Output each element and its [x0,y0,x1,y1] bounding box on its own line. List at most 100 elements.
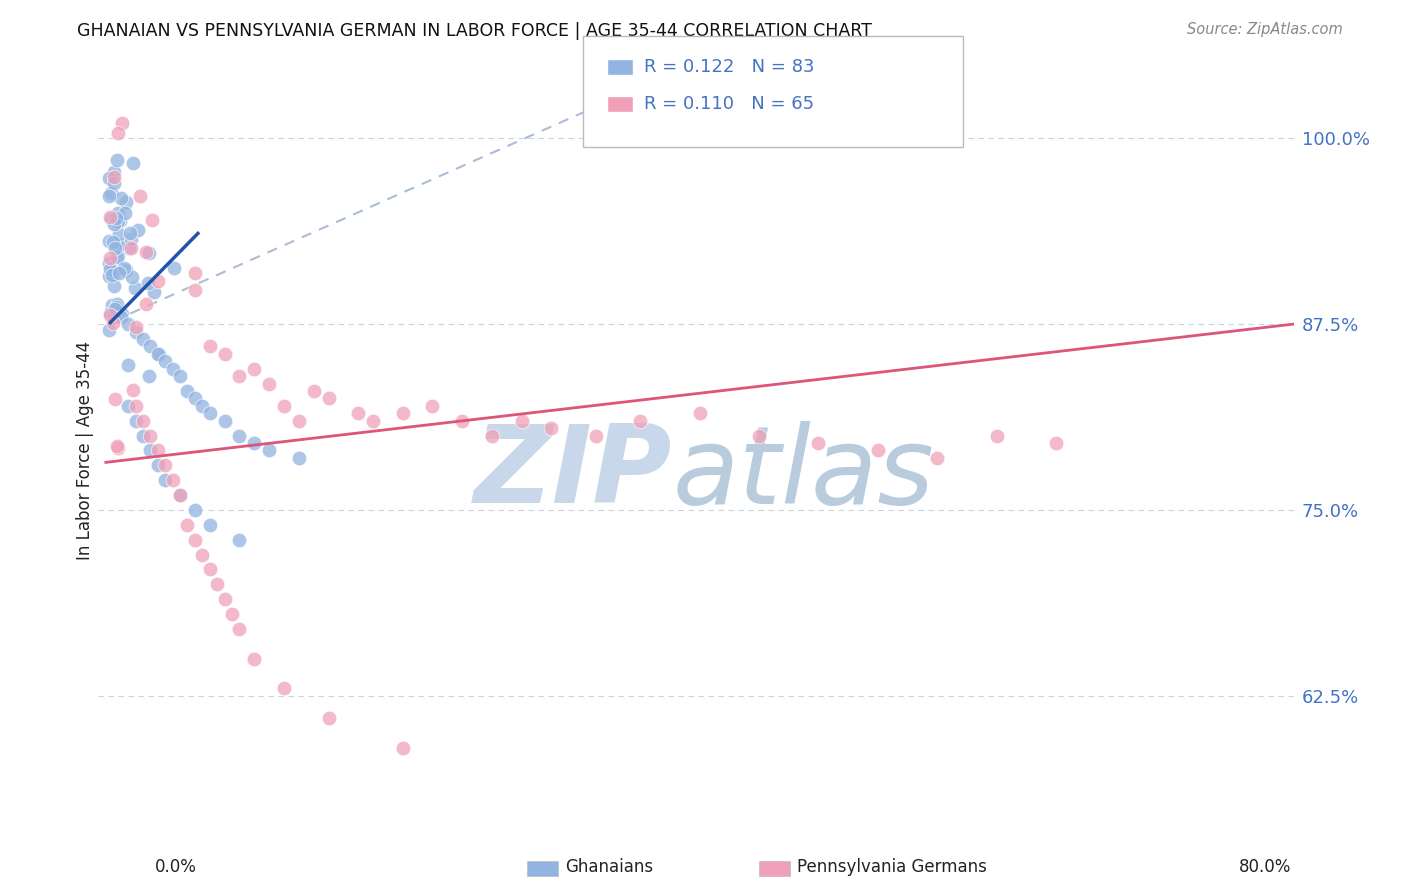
Point [100,186,122,200]
Text: GHANAIAN VS PENNSYLVANIA GERMAN IN LABOR FORCE | AGE 35-44 CORRELATION CHART: GHANAIAN VS PENNSYLVANIA GERMAN IN LABOR… [77,22,872,40]
Point [107,441,129,455]
Point [101,317,124,331]
Point [257,376,280,391]
Point [228,533,250,547]
Point [146,443,169,458]
Point [481,428,503,442]
Point [198,406,221,420]
Point [98,210,121,224]
Point [422,399,444,413]
Text: Ghanaians: Ghanaians [565,858,654,876]
Point [105,439,128,453]
Point [117,358,139,372]
Point [124,414,146,428]
Point [97,256,120,270]
Point [105,299,128,313]
Point [124,280,146,294]
Point [162,361,184,376]
Point [184,503,207,517]
Point [927,450,949,465]
Text: ZIP: ZIP [474,420,672,526]
Point [100,212,122,227]
Point [108,214,131,228]
Point [114,194,136,209]
Point [132,414,155,428]
Point [273,681,295,696]
Point [108,237,131,252]
Text: Source: ZipAtlas.com: Source: ZipAtlas.com [1187,22,1343,37]
Point [318,392,340,406]
Point [139,339,162,353]
Point [107,249,129,263]
Point [110,191,132,205]
Point [98,308,121,322]
Point [121,156,143,170]
Point [155,458,177,473]
Point [107,206,129,220]
Point [214,347,236,361]
Point [103,279,125,293]
Point [184,284,207,298]
Point [214,592,236,607]
Point [135,244,157,259]
Point [103,165,125,179]
Point [104,241,127,255]
Point [104,301,127,315]
Point [176,384,198,398]
Point [120,241,142,255]
Point [191,399,214,413]
Point [118,241,141,255]
Point [169,488,191,502]
Point [176,517,198,532]
Point [103,169,125,184]
Point [98,306,121,320]
Point [107,250,129,264]
Y-axis label: In Labor Force | Age 35-44: In Labor Force | Age 35-44 [76,341,94,560]
Point [104,302,127,317]
Point [111,116,134,130]
Point [135,297,157,311]
Text: 0.0%: 0.0% [155,858,197,876]
Point [585,428,607,442]
Point [118,226,141,240]
Point [108,266,131,280]
Point [142,285,165,299]
Point [105,153,128,167]
Point [391,406,413,420]
Point [121,270,143,285]
Point [107,126,129,140]
Point [148,347,170,361]
Point [191,548,214,562]
Point [628,414,651,428]
Point [163,260,186,275]
Point [108,227,131,242]
Point [205,577,228,591]
Text: R = 0.122   N = 83: R = 0.122 N = 83 [644,58,814,76]
Point [124,399,146,413]
Point [146,274,169,288]
Point [105,297,128,311]
Point [103,176,125,190]
Point [318,711,340,725]
Point [866,443,889,458]
Point [302,384,325,398]
Point [748,428,770,442]
Point [198,517,221,532]
Point [98,262,121,277]
Point [98,251,121,265]
Point [243,651,266,665]
Point [155,473,177,487]
Point [117,399,139,413]
Point [184,392,207,406]
Point [288,450,311,465]
Point [105,236,128,251]
Point [139,443,162,458]
Point [228,622,250,636]
Point [243,436,266,450]
Point [104,392,127,406]
Point [110,310,132,324]
Point [97,171,120,186]
Point [451,414,474,428]
Point [138,369,160,384]
Point [228,428,250,442]
